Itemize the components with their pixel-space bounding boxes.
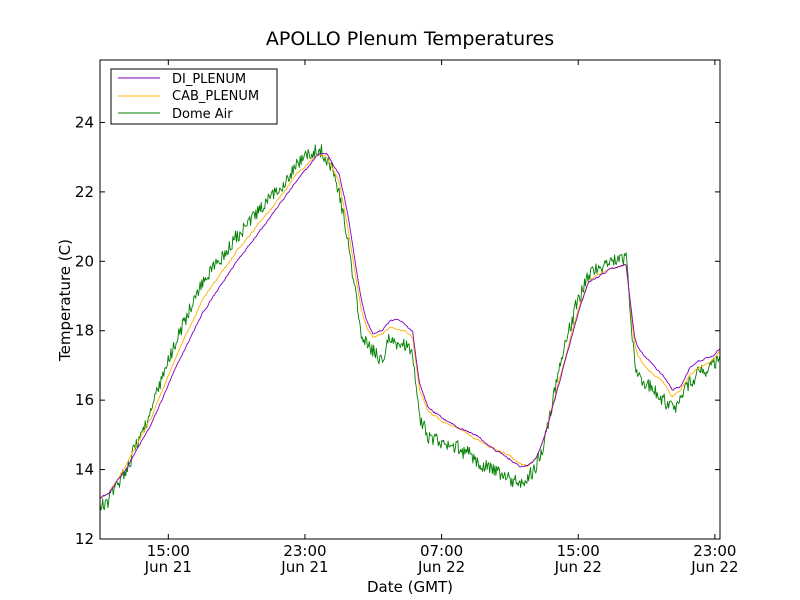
y-axis-label: Temperature (C)	[56, 239, 74, 362]
y-tick-label: 24	[75, 113, 94, 131]
chart-title: APOLLO Plenum Temperatures	[266, 28, 554, 50]
y-tick-label: 12	[75, 530, 94, 548]
x-tick-label-date: Jun 22	[417, 558, 465, 576]
legend-label-cab-plenum: CAB_PLENUM	[172, 89, 259, 104]
legend-label-di-plenum: DI_PLENUM	[172, 72, 246, 87]
x-tick-label-date: Jun 22	[690, 558, 738, 576]
series-line-di-plenum	[99, 152, 721, 499]
x-tick-label-date: Jun 22	[554, 558, 602, 576]
y-tick-label: 18	[75, 322, 94, 340]
series-line-dome-air	[99, 144, 721, 511]
y-tick-label: 14	[75, 461, 94, 479]
x-tick-label-time: 23:00	[283, 542, 326, 560]
y-tick-label: 20	[75, 252, 94, 270]
x-tick-label-date: Jun 21	[144, 558, 192, 576]
y-tick-label: 22	[75, 183, 94, 201]
y-tick-label: 16	[75, 391, 94, 409]
y-axis: 12 14 16 18 20 22 24	[75, 113, 720, 548]
plot-frame	[99, 59, 721, 540]
series-layer	[99, 144, 721, 511]
x-tick-label-time: 23:00	[693, 542, 736, 560]
x-tick-label-time: 07:00	[420, 542, 463, 560]
x-tick-label-time: 15:00	[557, 542, 600, 560]
x-tick-label-time: 15:00	[147, 542, 190, 560]
plot-area	[100, 60, 720, 539]
x-tick-label-date: Jun 21	[280, 558, 328, 576]
legend-label-dome-air: Dome Air	[172, 107, 233, 122]
legend: DI_PLENUM CAB_PLENUM Dome Air	[110, 68, 278, 125]
x-axis-label: Date (GMT)	[367, 578, 453, 596]
